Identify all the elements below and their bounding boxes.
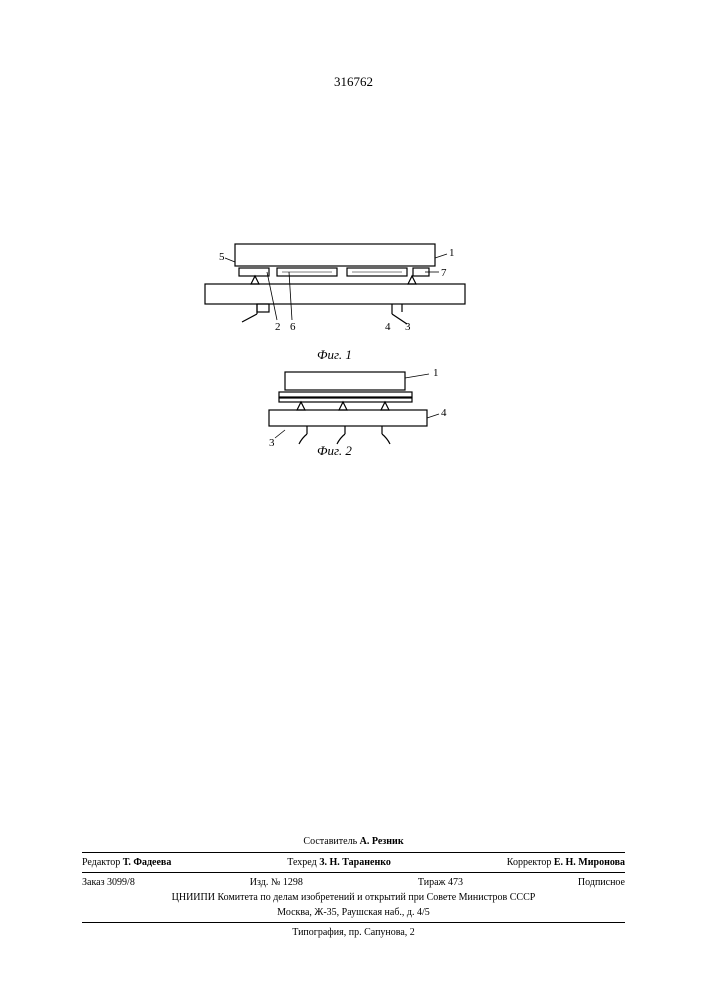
editor-name: Т. Фадеева bbox=[123, 857, 172, 868]
techred-label: Техред bbox=[287, 857, 316, 868]
svg-text:7: 7 bbox=[441, 267, 447, 279]
svg-text:5: 5 bbox=[219, 251, 225, 263]
publication-row: Заказ 3099/8 Изд. № 1298 Тираж 473 Подпи… bbox=[82, 875, 625, 890]
corrector-label: Корректор bbox=[507, 857, 552, 868]
svg-text:2: 2 bbox=[275, 321, 281, 333]
document-number: 316762 bbox=[334, 74, 373, 90]
technical-diagram: 5 2 6 4 3 1 7 1 4 3 bbox=[157, 232, 497, 452]
order-number: Заказ 3099/8 bbox=[82, 876, 135, 889]
svg-text:4: 4 bbox=[441, 407, 447, 419]
subscription: Подписное bbox=[578, 876, 625, 889]
compositor-row: Составитель А. Резник bbox=[82, 835, 625, 850]
svg-text:1: 1 bbox=[433, 367, 439, 379]
editor: Редактор Т. Фадеева bbox=[82, 856, 171, 869]
techred: Техред З. Н. Тараненко bbox=[287, 856, 391, 869]
svg-text:1: 1 bbox=[449, 247, 455, 259]
fig2-caption: Фиг. 2 bbox=[317, 443, 352, 459]
compositor-label: Составитель bbox=[303, 836, 357, 847]
publisher-line: ЦНИИПИ Комитета по делам изобретений и о… bbox=[82, 890, 625, 905]
corrector-name: Е. Н. Миронова bbox=[554, 857, 625, 868]
figures-container: 5 2 6 4 3 1 7 1 4 3 bbox=[157, 232, 497, 452]
editor-label: Редактор bbox=[82, 857, 120, 868]
svg-text:4: 4 bbox=[385, 321, 391, 333]
typography-line: Типография, пр. Сапунова, 2 bbox=[82, 925, 625, 940]
svg-text:3: 3 bbox=[269, 437, 275, 449]
compositor-name: А. Резник bbox=[360, 836, 404, 847]
address-line: Москва, Ж-35, Раушская наб., д. 4/5 bbox=[82, 905, 625, 920]
techred-name: З. Н. Тараненко bbox=[319, 857, 391, 868]
fig1-caption: Фиг. 1 bbox=[317, 347, 352, 363]
svg-text:6: 6 bbox=[290, 321, 296, 333]
credits-row: Редактор Т. Фадеева Техред З. Н. Таранен… bbox=[82, 855, 625, 870]
footer: Составитель А. Резник Редактор Т. Фадеев… bbox=[82, 835, 625, 940]
edition-number: Изд. № 1298 bbox=[250, 876, 303, 889]
svg-text:3: 3 bbox=[405, 321, 411, 333]
circulation: Тираж 473 bbox=[418, 876, 463, 889]
corrector: Корректор Е. Н. Миронова bbox=[507, 856, 625, 869]
